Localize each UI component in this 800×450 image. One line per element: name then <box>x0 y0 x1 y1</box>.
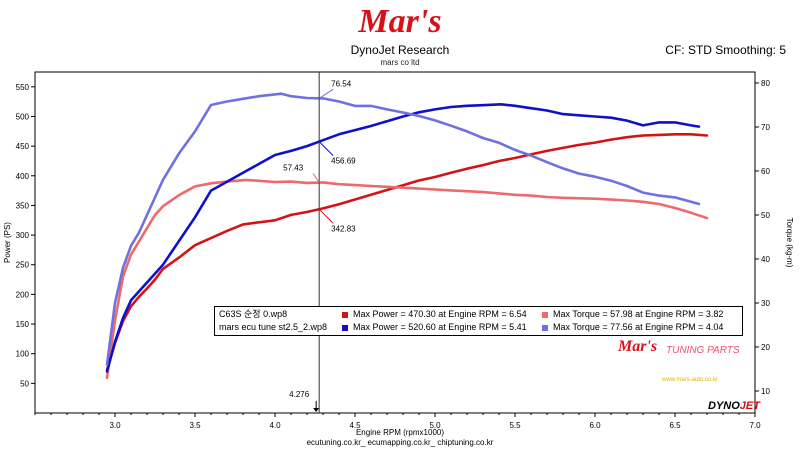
cursor-x-label: 4.276 <box>289 390 310 399</box>
mars-logo: Mar's <box>357 3 441 38</box>
legend-max-power: Max Power = 470.30 at Engine RPM = 6.54 <box>353 309 527 319</box>
axes: 3.0 3.5 4.0 4.5 5.0 5.5 6.0 6.5 7.0 50 100 150 200 25… <box>3 79 794 437</box>
y-left-axis-label: Power (PS) <box>3 222 12 263</box>
y-right-tick-label: 60 <box>761 167 770 176</box>
x-tick-label: 4.5 <box>349 421 361 430</box>
legend-max-torque: Max Torque = 77.56 at Engine RPM = 4.04 <box>553 322 724 332</box>
y-left-tick-label: 50 <box>20 379 29 388</box>
series-line <box>105 178 709 380</box>
x-tick-label: 5.0 <box>429 421 441 430</box>
annotation-value: 456.69 <box>331 157 356 166</box>
watermark-url: www.mars-auto.co.kr <box>662 377 719 383</box>
x-tick-label: 7.0 <box>749 421 761 430</box>
legend-torque-swatch <box>542 312 548 318</box>
y-left-tick-label: 450 <box>16 142 30 151</box>
legend-run-name: mars ecu tune st2.5_2.wp8 <box>219 322 328 332</box>
y-right-tick-label: 80 <box>761 79 770 88</box>
chart-title: DynoJet Research <box>350 43 450 57</box>
chart-subtitle: mars co ltd <box>380 58 420 67</box>
x-tick-label: 5.5 <box>509 421 521 430</box>
y-right-tick-label: 10 <box>761 387 770 396</box>
cursor-line[interactable]: 4.276 <box>289 72 320 413</box>
legend-max-torque: Max Torque = 57.98 at Engine RPM = 3.82 <box>553 309 724 319</box>
dynojet-logo-text: DYNO <box>708 400 740 412</box>
y-left-tick-label: 400 <box>16 172 30 181</box>
x-axis-label: Engine RPM (rpmx1000) <box>356 428 444 437</box>
y-left-tick-label: 100 <box>16 350 30 359</box>
y-left-tick-label: 250 <box>16 261 30 270</box>
watermark-brand: Mar's <box>618 338 658 355</box>
y-right-tick-label: 50 <box>761 211 770 220</box>
dynojet-logo-text-red: JET <box>739 400 760 412</box>
annotation-value: 57.43 <box>283 164 304 173</box>
series-line <box>105 133 709 372</box>
cursor-annotations: 76.54 456.69 57.43 342.83 <box>283 79 356 233</box>
y-right-tick-label: 40 <box>761 255 770 264</box>
y-left-tick-label: 500 <box>16 112 30 121</box>
y-right-tick-label: 30 <box>761 299 770 308</box>
y-right-tick-label: 70 <box>761 123 770 132</box>
x-tick-label: 6.0 <box>589 421 601 430</box>
y-left-tick-label: 350 <box>16 201 30 210</box>
correction-factor-info: CF: STD Smoothing: 5 <box>665 43 786 57</box>
series-lines <box>105 92 709 380</box>
annotation-leader <box>318 88 334 99</box>
x-tick-label: 3.0 <box>109 421 121 430</box>
annotation-leader <box>318 141 334 156</box>
series-line <box>105 103 701 373</box>
x-tick-label: 4.0 <box>269 421 281 430</box>
legend-torque-swatch <box>542 325 548 331</box>
plot-frame <box>34 71 756 414</box>
y-left-tick-label: 200 <box>16 290 30 299</box>
legend-power-swatch <box>342 312 348 318</box>
legend-run-name: C63S 순정 0.wp8 <box>219 309 288 319</box>
annotation-leader <box>312 173 320 183</box>
watermark-tuning-parts: TUNING PARTS <box>666 345 740 356</box>
annotation-leader <box>318 208 334 224</box>
dynojet-logo: DYNOJET <box>708 400 760 412</box>
legend: C63S 순정 0.wp8 Max Power = 470.30 at Engi… <box>214 306 743 336</box>
y-right-tick-label: 20 <box>761 343 770 352</box>
mars-logo-text: Mar's <box>357 3 441 38</box>
legend-power-swatch <box>342 325 348 331</box>
y-right-axis-label: Torque (kg-m) <box>785 218 794 268</box>
x-tick-label: 3.5 <box>189 421 201 430</box>
x-tick-label: 6.5 <box>669 421 681 430</box>
cursor-arrow-head <box>313 408 320 412</box>
legend-max-power: Max Power = 520.60 at Engine RPM = 5.41 <box>353 322 527 332</box>
y-left-tick-label: 550 <box>16 83 30 92</box>
y-left-tick-label: 300 <box>16 231 30 240</box>
annotation-value: 342.83 <box>331 224 356 233</box>
y-left-tick-label: 150 <box>16 320 30 329</box>
annotation-value: 76.54 <box>331 79 352 88</box>
plot-area <box>34 71 756 414</box>
footer-links: ecutuning.co.kr_ ecumapping.co.kr_ chipt… <box>306 438 494 447</box>
series-line <box>105 92 701 366</box>
